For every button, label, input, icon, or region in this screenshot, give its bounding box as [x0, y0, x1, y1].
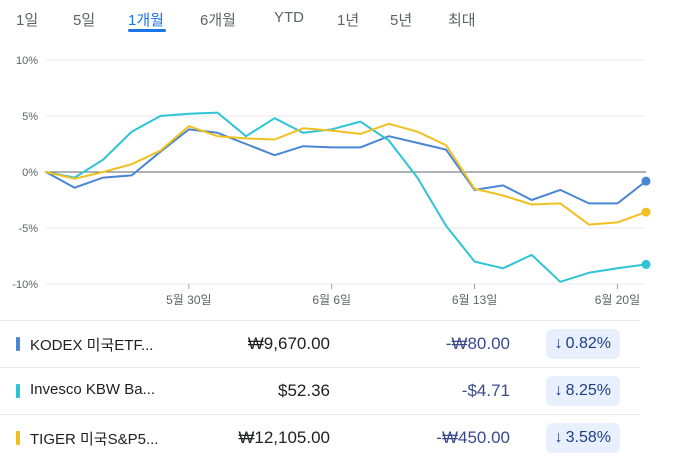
- list-item[interactable]: KODEX 미국ETF... ₩9,670.00 -₩80.00 ↓ 0.82%: [0, 320, 640, 366]
- list-item[interactable]: TIGER 미국S&P5... ₩12,105.00 -₩450.00 ↓ 3.5…: [0, 414, 640, 460]
- down-arrow-icon: ↓: [554, 335, 563, 352]
- percent-change: 8.25%: [565, 382, 611, 399]
- series-color-swatch: [16, 431, 20, 445]
- price-change: -₩80.00: [445, 334, 510, 353]
- series-line-3: [45, 122, 647, 226]
- down-arrow-icon: ↓: [554, 382, 563, 399]
- y-tick-label: 0%: [22, 167, 38, 179]
- x-tick-label: 6월 20일: [595, 293, 640, 307]
- security-price: ₩12,105.00: [238, 428, 330, 447]
- y-tick-label: -10%: [12, 279, 38, 291]
- security-name: TIGER 미국S&P5...: [30, 431, 159, 448]
- tab-1m[interactable]: 1개월: [128, 12, 164, 29]
- series-line-2: [45, 111, 647, 283]
- down-arrow-icon: ↓: [554, 429, 563, 446]
- percent-change-badge: ↓ 8.25%: [545, 376, 620, 406]
- range-tabs: 1일 5일 1개월 6개월 YTD 1년 5년 최대: [0, 0, 673, 36]
- percent-change: 0.82%: [565, 335, 611, 352]
- series-line-1: [45, 128, 647, 205]
- series-color-swatch: [16, 384, 20, 398]
- tab-1d[interactable]: 1일: [16, 12, 39, 29]
- x-tick-label: 6월 6일: [312, 293, 351, 307]
- x-tick-label: 5월 30일: [166, 293, 211, 307]
- tab-6m[interactable]: 6개월: [200, 12, 236, 29]
- series-end-point-2: [641, 259, 651, 269]
- percent-change: 3.58%: [565, 429, 611, 446]
- tab-1y[interactable]: 1년: [337, 12, 360, 29]
- list-item[interactable]: Invesco KBW Ba... $52.36 -$4.71 ↓ 8.25%: [0, 367, 640, 413]
- security-price: $52.36: [278, 381, 330, 400]
- y-tick-label: 10%: [16, 55, 38, 67]
- active-tab-indicator: [128, 29, 166, 32]
- security-name: Invesco KBW Ba...: [30, 381, 156, 398]
- y-tick-label: 5%: [22, 111, 38, 123]
- tab-5d[interactable]: 5일: [73, 12, 96, 29]
- tab-5y[interactable]: 5년: [390, 12, 413, 29]
- comparison-line-chart: 10% 5% 0% -5% -10% 5월 30일 6월 6일 6월 13일 6월 20일: [12, 55, 651, 307]
- security-price: ₩9,670.00: [247, 334, 330, 353]
- series-end-point-1: [641, 176, 651, 186]
- x-tick-label: 6월 13일: [452, 293, 497, 307]
- price-change: -$4.71: [461, 381, 510, 400]
- percent-change-badge: ↓ 0.82%: [545, 329, 620, 359]
- series-color-swatch: [16, 337, 20, 351]
- tab-max[interactable]: 최대: [448, 12, 476, 29]
- security-name: KODEX 미국ETF...: [30, 337, 154, 354]
- tab-ytd[interactable]: YTD: [274, 9, 304, 26]
- series-end-point-3: [641, 207, 651, 217]
- price-change: -₩450.00: [436, 428, 510, 447]
- percent-change-badge: ↓ 3.58%: [545, 423, 620, 453]
- y-tick-label: -5%: [18, 223, 38, 235]
